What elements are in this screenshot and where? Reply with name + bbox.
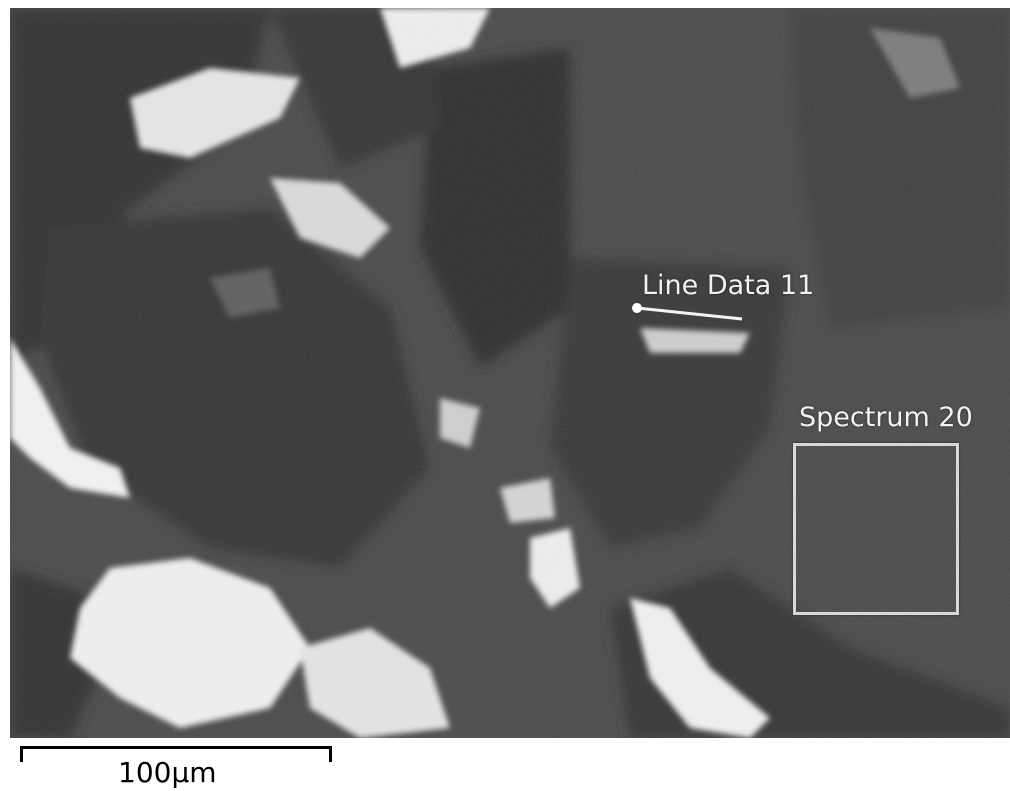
line-scan-path (636, 306, 743, 321)
sem-micrograph: Line Data 11 Spectrum 20 (10, 8, 1010, 738)
line-data-label: Line Data 11 (642, 270, 815, 301)
spectrum-label: Spectrum 20 (799, 402, 973, 433)
spectrum-area-box (793, 443, 959, 615)
scale-bar-label: 100µm (118, 756, 217, 789)
micrograph-texture (10, 8, 1010, 738)
scale-bar (20, 746, 332, 762)
line-scan-start-point (632, 303, 642, 313)
